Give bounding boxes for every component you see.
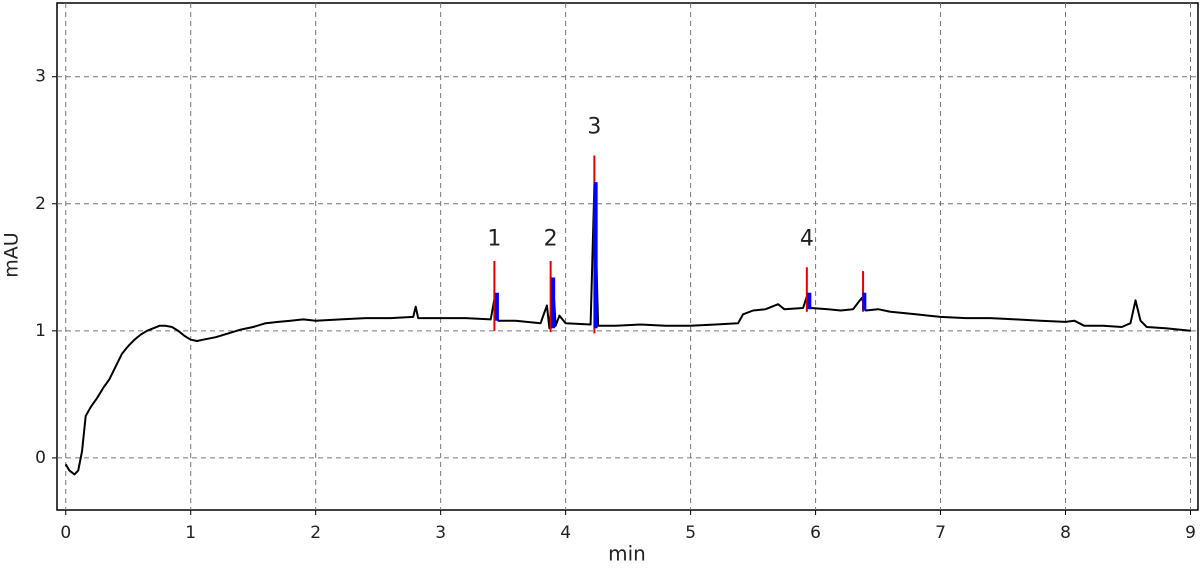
plot-frame <box>56 2 1199 511</box>
peak-label: 4 <box>800 226 814 251</box>
x-tick-label: 3 <box>435 523 446 543</box>
x-axis-label: min <box>608 542 646 566</box>
peak-label: 2 <box>544 226 558 251</box>
x-tick-label: 6 <box>810 523 821 543</box>
y-tick-label: 2 <box>35 194 46 214</box>
y-axis-label: mAU <box>1 232 23 277</box>
x-tick-label: 2 <box>310 523 321 543</box>
x-tick-label: 1 <box>185 523 196 543</box>
x-tick-label: 7 <box>935 523 946 543</box>
x-tick-label: 5 <box>685 523 696 543</box>
y-tick-label: 0 <box>35 448 46 468</box>
x-tick-label: 0 <box>60 523 71 543</box>
y-tick-label: 1 <box>35 321 46 341</box>
x-tick-label: 4 <box>560 523 571 543</box>
peak-label: 3 <box>587 115 601 140</box>
x-tick-label: 8 <box>1060 523 1071 543</box>
x-tick-label: 9 <box>1185 523 1196 543</box>
trace-line <box>64 183 1191 476</box>
y-tick-label: 3 <box>35 67 46 87</box>
peak-label: 1 <box>487 226 501 251</box>
